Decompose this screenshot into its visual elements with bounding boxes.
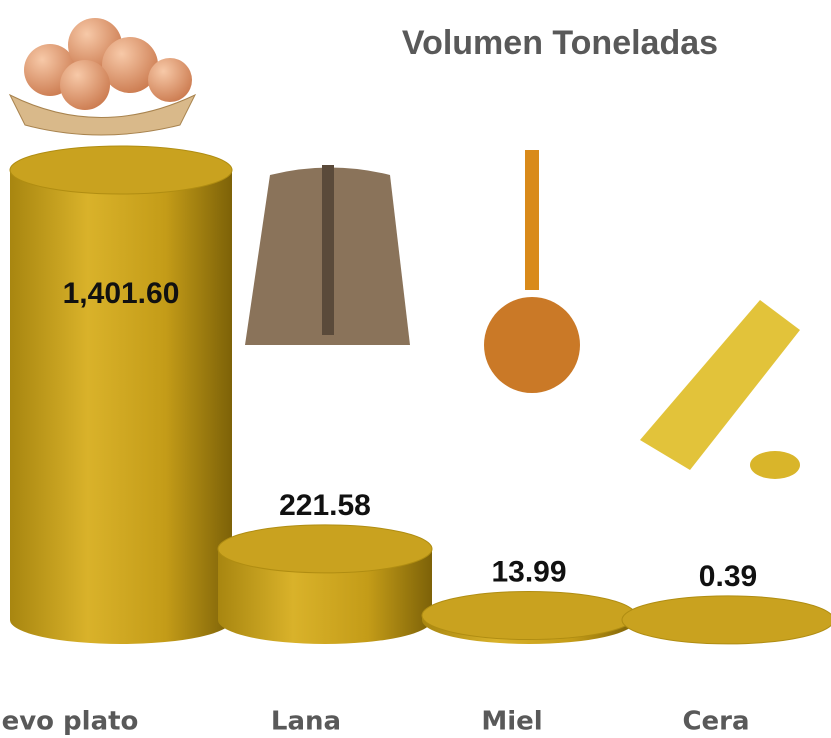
x-tick-label: Cera <box>682 707 749 737</box>
x-tick-label: Miel <box>481 707 542 737</box>
cylinder-top <box>217 524 433 574</box>
cylinder-body <box>218 548 432 644</box>
cylinder-body <box>10 170 232 644</box>
cylinder <box>217 524 433 644</box>
cylinder <box>421 591 637 644</box>
chart-title: Volumen Toneladas <box>402 24 718 62</box>
cylinder-top <box>621 595 831 645</box>
cylinder-top <box>9 145 233 195</box>
value-label: 221.58 <box>279 489 371 522</box>
value-label: 13.99 <box>491 555 566 588</box>
x-tick-label: evo plato <box>2 707 139 737</box>
cylinder-top <box>421 591 637 641</box>
decorations <box>8 18 800 479</box>
cylinder <box>9 145 233 644</box>
value-label: 1,401.60 <box>63 277 180 310</box>
x-tick-label: Lana <box>271 707 341 737</box>
cylinder <box>621 595 831 645</box>
value-label: 0.39 <box>699 560 757 593</box>
